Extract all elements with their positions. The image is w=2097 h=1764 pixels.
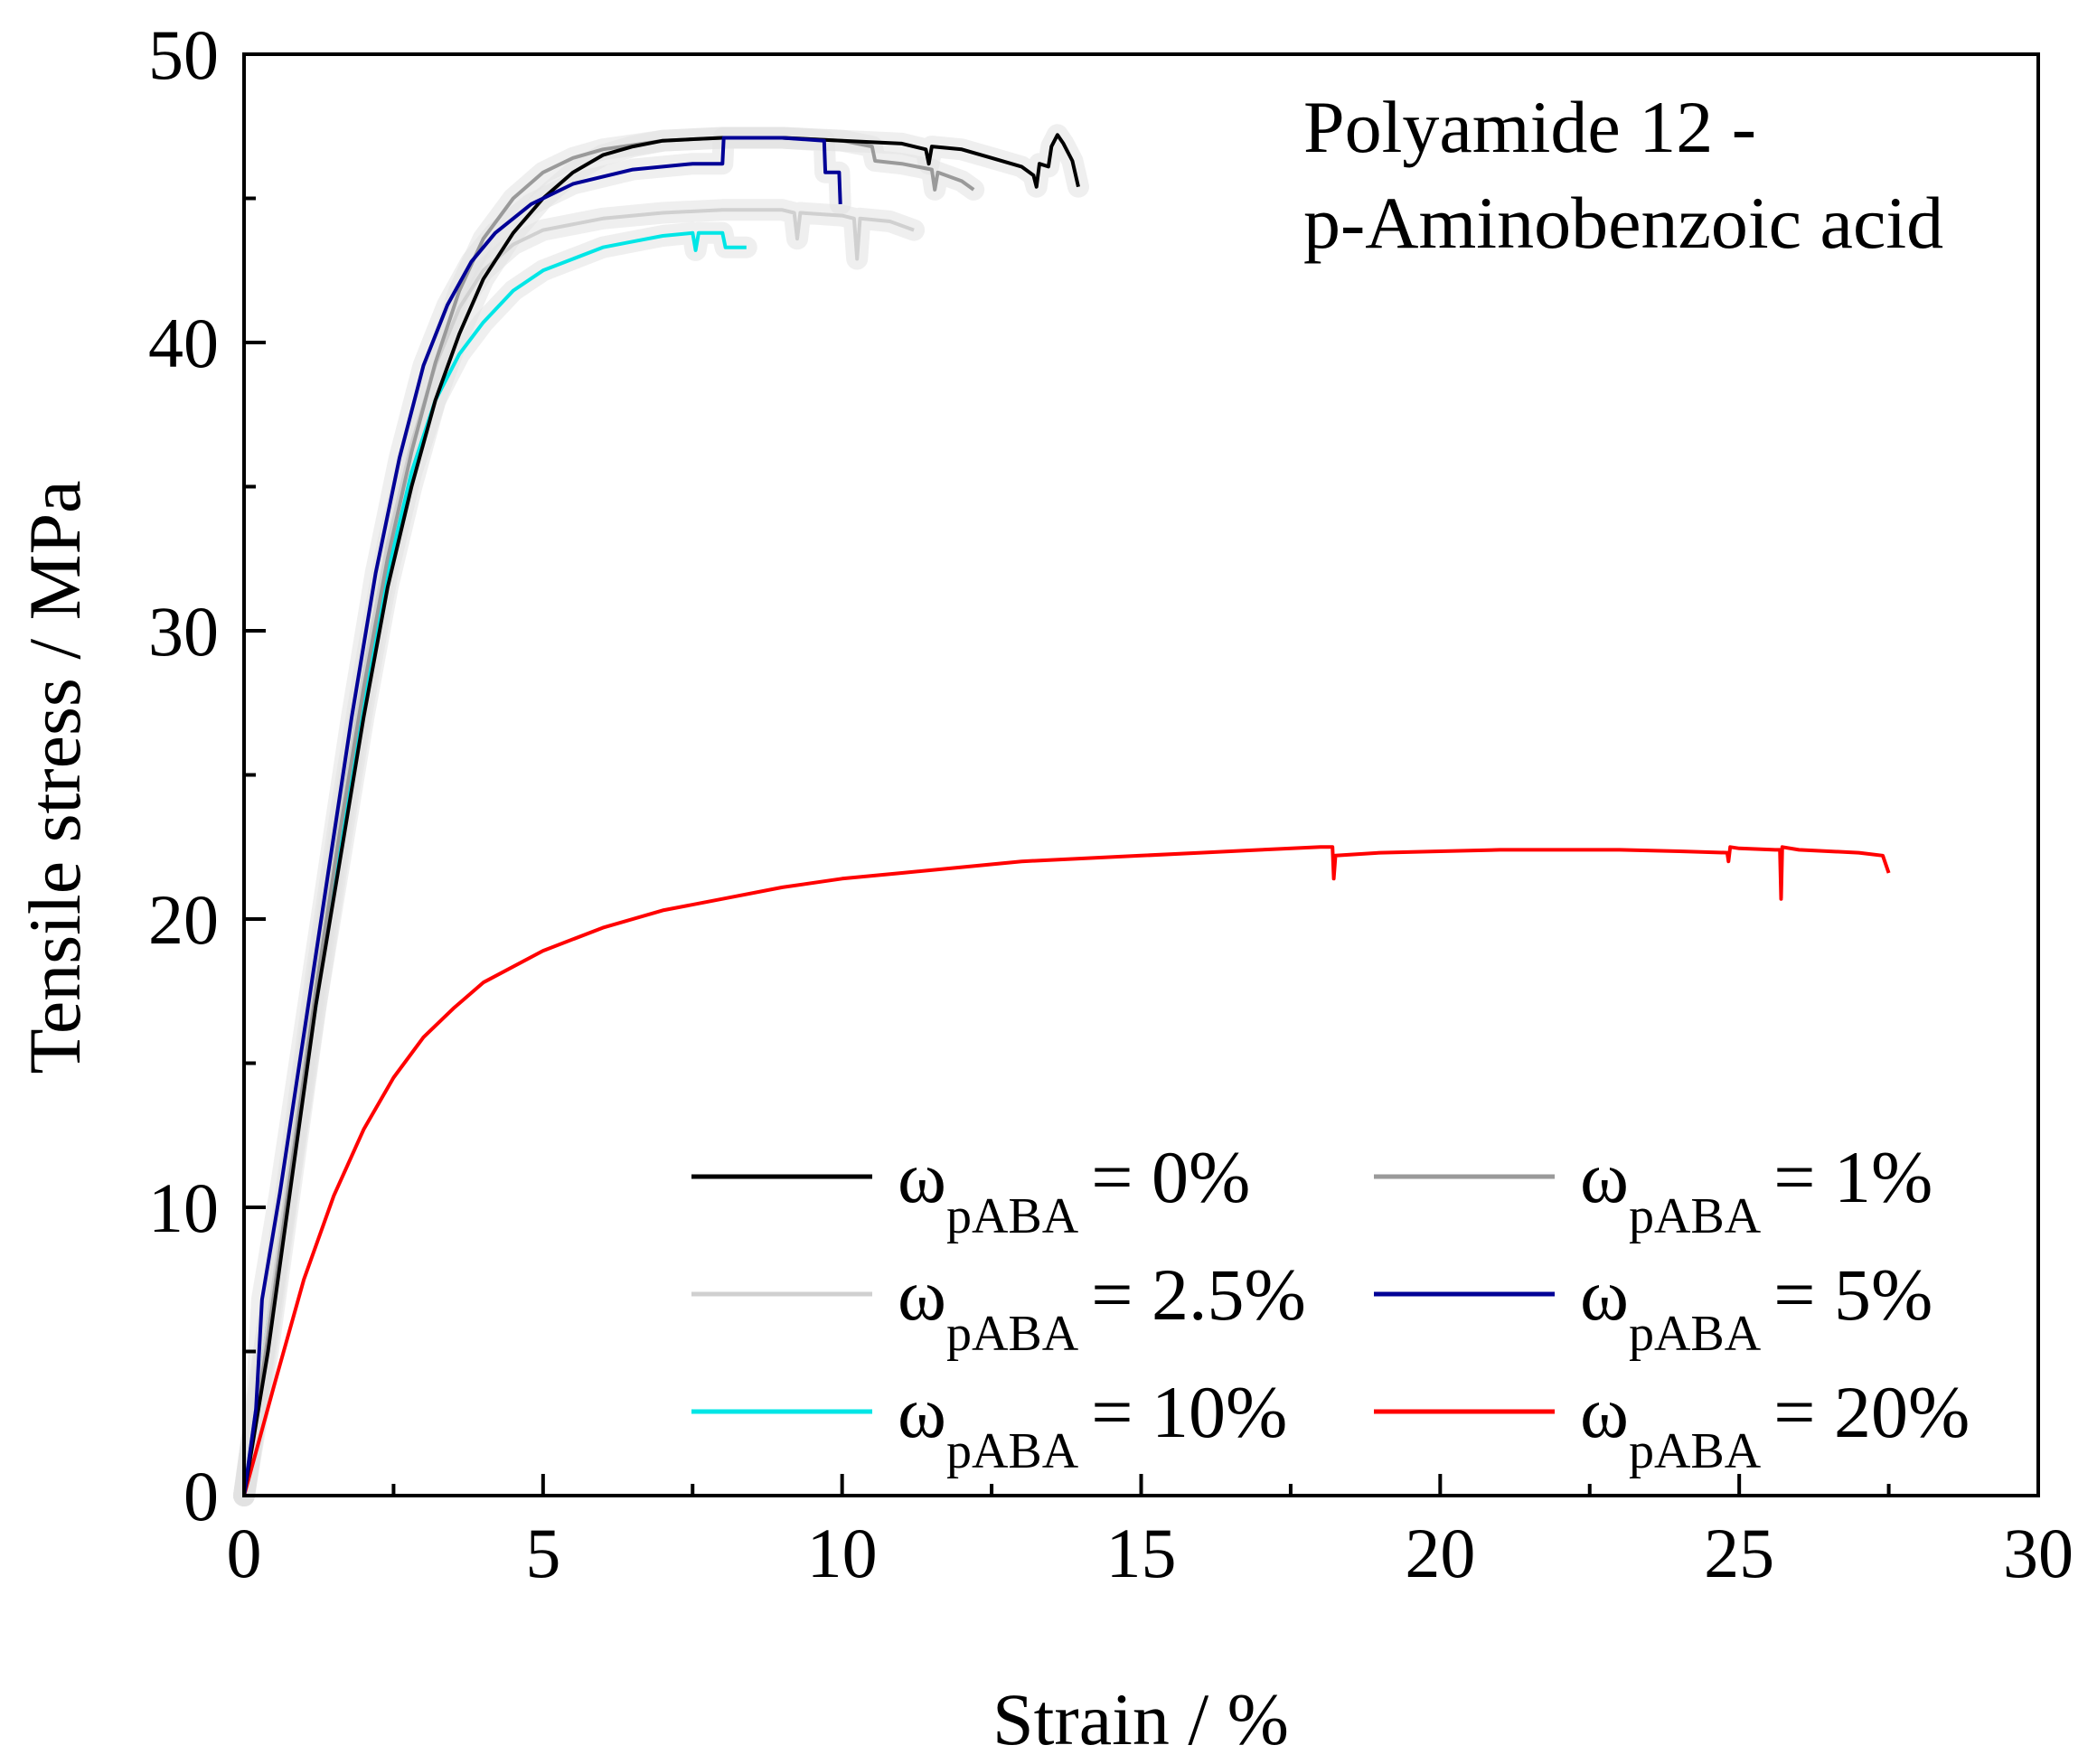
series-layer bbox=[242, 133, 1891, 1497]
legend-label-2: ωpABA = 2.5% bbox=[898, 1253, 1306, 1362]
legend-label-4: ωpABA = 10% bbox=[898, 1371, 1287, 1479]
y-axis-title: Tensile stress / MPa bbox=[14, 480, 96, 1074]
y-tick-label-1: 10 bbox=[148, 1168, 219, 1247]
x-tick-label-1: 5 bbox=[525, 1514, 560, 1592]
annotation-line-2: p-Aminobenzoic acid bbox=[1303, 182, 1943, 264]
ticks-layer: 0 5 10 15 20 25 30 0 10 20 30 40 50 bbox=[148, 15, 2073, 1592]
y-tick-label-5: 50 bbox=[148, 15, 219, 94]
series-line-1 bbox=[242, 136, 975, 1497]
x-tick-label-5: 25 bbox=[1704, 1514, 1774, 1592]
series-line-0 bbox=[242, 133, 1080, 1497]
x-tick-label-3: 15 bbox=[1106, 1514, 1177, 1592]
series-band-0 bbox=[233, 124, 1089, 1506]
annotation-line-1: Polyamide 12 - bbox=[1303, 86, 1756, 168]
scatter-band-layer bbox=[233, 124, 1089, 1506]
y-tick-label-2: 20 bbox=[148, 880, 219, 959]
x-tick-label-6: 30 bbox=[2003, 1514, 2073, 1592]
x-tick-label-0: 0 bbox=[227, 1514, 262, 1592]
x-tick-label-2: 10 bbox=[807, 1514, 878, 1592]
legend-label-0: ωpABA = 0% bbox=[898, 1136, 1250, 1244]
y-tick-label-3: 30 bbox=[148, 592, 219, 671]
series-line-5 bbox=[242, 845, 1891, 1497]
y-tick-label-4: 40 bbox=[148, 304, 219, 382]
legend-label-5: ωpABA = 20% bbox=[1580, 1371, 1970, 1479]
x-tick-label-4: 20 bbox=[1405, 1514, 1475, 1592]
legend-label-1: ωpABA = 1% bbox=[1580, 1136, 1932, 1244]
series-line-3 bbox=[242, 136, 842, 1497]
legend: ωpABA = 0% ωpABA = 1%ωpABA = 2.5% ωpABA = 5%ωp… bbox=[691, 1136, 1970, 1479]
legend-label-3: ωpABA = 5% bbox=[1580, 1253, 1932, 1362]
x-axis-title: Strain / % bbox=[992, 1678, 1289, 1760]
y-tick-label-0: 0 bbox=[183, 1457, 219, 1535]
series-line-2 bbox=[242, 208, 915, 1497]
